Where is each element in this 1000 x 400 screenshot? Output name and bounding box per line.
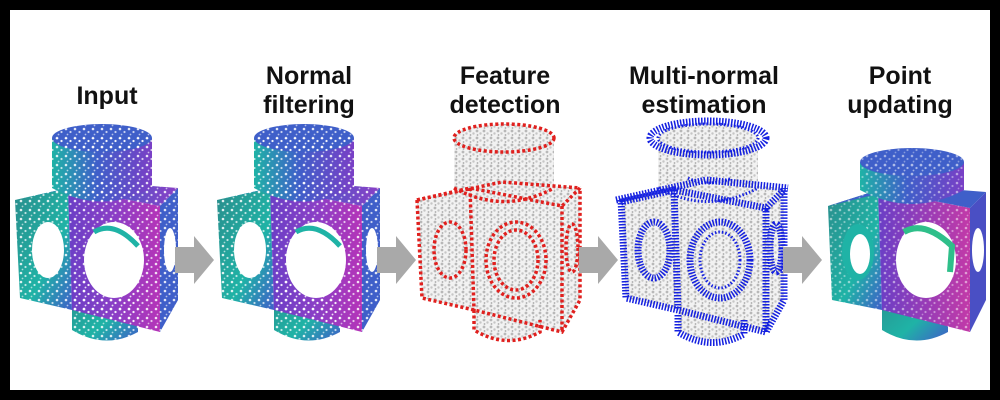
filtered-point-cloud (217, 124, 380, 341)
multi-normal-point-cloud (615, 117, 789, 346)
label-line: Multi-normal (629, 62, 779, 90)
updated-point-cloud (828, 148, 986, 341)
figure-canvas (15, 117, 986, 346)
arrow-right-icon (175, 236, 214, 284)
arrow-right-icon (579, 236, 618, 284)
label-line: updating (847, 91, 953, 119)
label-line: Input (76, 82, 138, 110)
label-feature-detection: Feature detection (415, 62, 595, 120)
label-line: Normal (265, 62, 353, 90)
label-line: filtering (263, 91, 355, 119)
arrow-right-icon (377, 236, 416, 284)
input-point-cloud (15, 124, 178, 341)
label-line: Point (868, 62, 932, 90)
label-line: estimation (641, 91, 767, 119)
pipeline-figure: Input Normal filtering Feature detection… (10, 10, 990, 390)
label-line: Feature (459, 62, 551, 90)
label-normal-filtering: Normal filtering (219, 62, 399, 120)
label-point-updating: Point updating (810, 62, 990, 120)
feature-point-cloud (415, 122, 582, 343)
label-line: detection (449, 91, 561, 119)
label-input: Input (17, 82, 197, 111)
arrow-right-icon (783, 236, 822, 284)
label-multi-normal-estimation: Multi-normal estimation (614, 62, 794, 120)
